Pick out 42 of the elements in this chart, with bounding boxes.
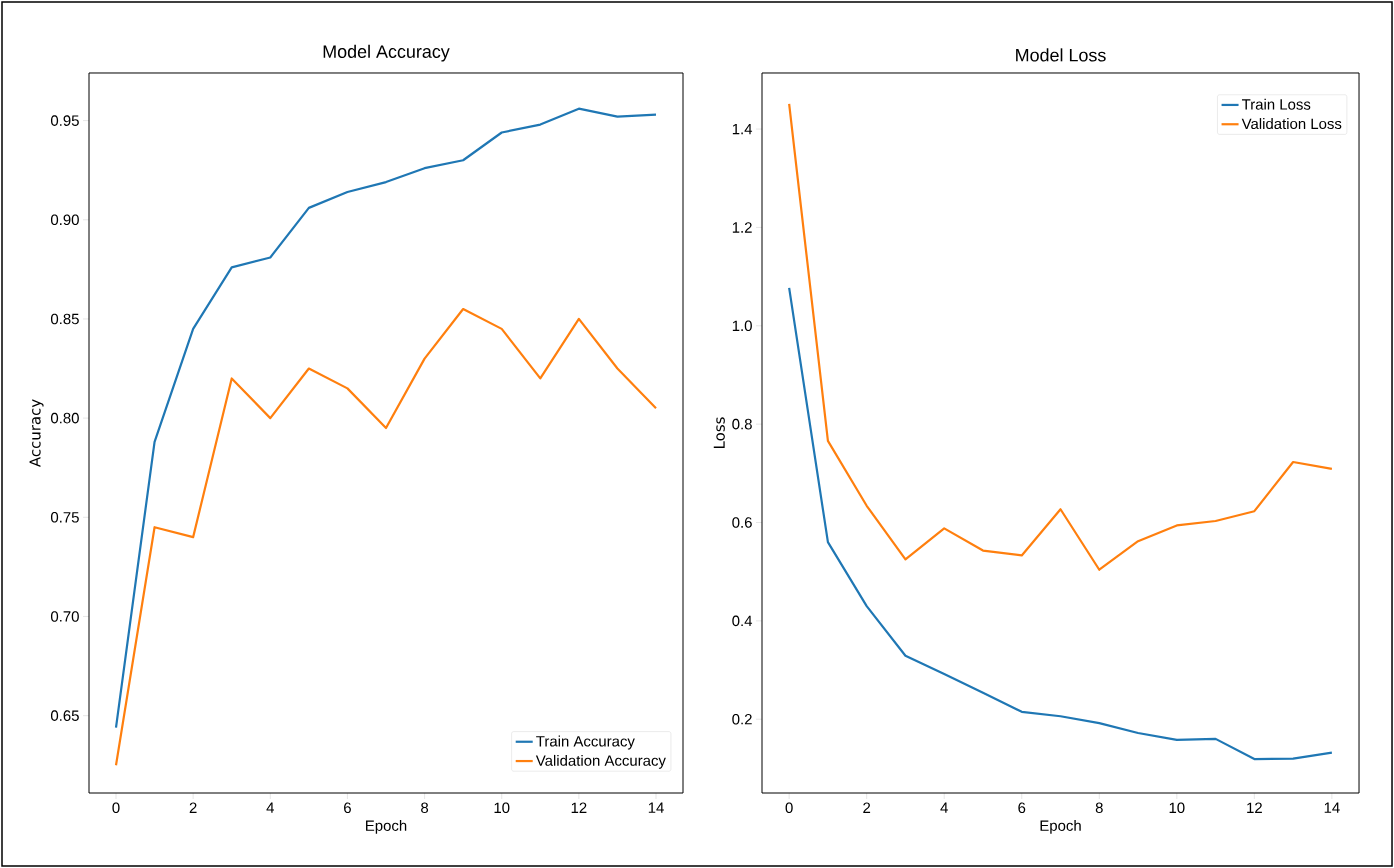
y-tick-label: 0.70 (50, 611, 79, 622)
x-tick-label: 6 (344, 802, 351, 814)
y-axis-title: Loss (713, 417, 725, 448)
legend-label: Train Loss (1241, 98, 1311, 110)
x-tick-label: 12 (1247, 802, 1262, 813)
x-tick-label: 6 (1018, 802, 1026, 814)
legend-label: Train Accuracy (536, 735, 635, 750)
x-tick-label: 12 (571, 802, 587, 813)
x-tick-label: 0 (112, 802, 120, 814)
x-tick-label: 10 (494, 802, 510, 814)
x-axis-title: Epoch (1040, 819, 1081, 834)
x-axis-title: Epoch (366, 819, 407, 834)
x-tick-label: 2 (863, 802, 871, 813)
x-tick-label: 4 (940, 802, 948, 813)
y-tick-label: 1.2 (732, 222, 752, 233)
y-tick-label: 0.80 (50, 412, 79, 424)
y-axis-title: Accuracy (29, 399, 44, 467)
x-tick-label: 8 (421, 802, 429, 814)
y-tick-label: 0.65 (50, 710, 79, 721)
y-tick-label: 0.8 (732, 418, 752, 430)
x-tick-label: 4 (266, 802, 275, 813)
x-tick-label: 14 (648, 802, 664, 813)
y-tick-label: 0.2 (732, 713, 752, 725)
x-tick-label: 10 (1169, 802, 1185, 814)
x-tick-label: 8 (1095, 802, 1103, 814)
y-tick-label: 1.4 (732, 123, 753, 135)
x-tick-label: 14 (1324, 802, 1340, 813)
chart-title: Model Loss (1016, 48, 1106, 62)
y-tick-label: 0.95 (50, 115, 79, 126)
y-tick-label: 0.6 (732, 517, 752, 528)
legend-label: Validation Accuracy (535, 754, 666, 769)
y-tick-label: 0.85 (50, 313, 79, 325)
x-tick-label: 2 (189, 802, 197, 813)
x-tick-label: 0 (785, 802, 793, 814)
y-tick-label: 0.4 (732, 615, 753, 627)
chart-title: Model Accuracy (323, 44, 450, 62)
line-series (788, 286, 1333, 761)
y-tick-label: 0.75 (50, 512, 79, 523)
legend-label: Validation Loss (1241, 118, 1342, 130)
y-tick-label: 1.0 (732, 320, 752, 332)
line-series (114, 107, 658, 729)
y-tick-label: 0.90 (50, 214, 79, 226)
